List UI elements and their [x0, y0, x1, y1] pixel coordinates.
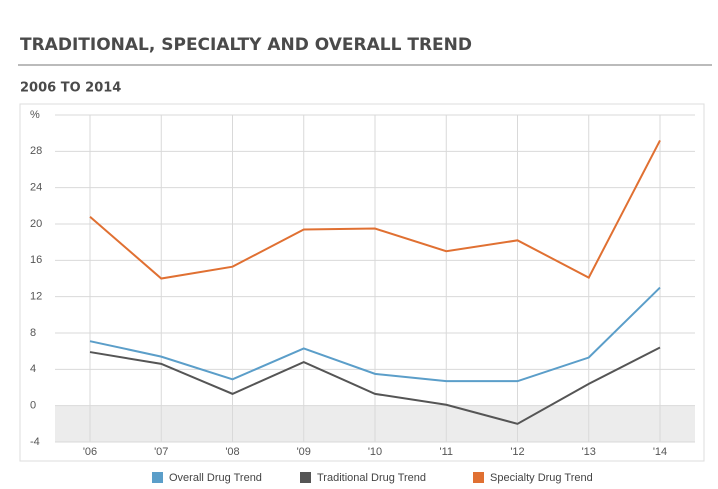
legend-label: Overall Drug Trend — [169, 472, 262, 484]
y-tick-label: 8 — [30, 327, 36, 339]
y-tick-label: 20 — [30, 218, 42, 230]
y-tick-label: % — [30, 109, 40, 121]
series-line — [89, 286, 661, 383]
x-tick-label: '07 — [154, 446, 168, 458]
x-tick-label: '14 — [653, 446, 667, 458]
series-line — [89, 346, 661, 425]
x-tick-label: '12 — [510, 446, 524, 458]
legend-swatch — [152, 472, 163, 483]
y-tick-label: 24 — [30, 182, 42, 194]
x-tick-label: '08 — [225, 446, 239, 458]
chart-subtitle: 2006 TO 2014 — [20, 81, 121, 96]
y-tick-label: 28 — [30, 145, 42, 157]
y-tick-label: 4 — [30, 363, 36, 375]
y-tick-label: -4 — [30, 436, 40, 448]
chart-title: TRADITIONAL, SPECIALTY AND OVERALL TREND — [20, 35, 472, 55]
y-tick-label: 0 — [30, 400, 36, 412]
y-tick-label: 12 — [30, 291, 42, 303]
legend-swatch — [473, 472, 484, 483]
x-tick-label: '06 — [83, 446, 97, 458]
series-line — [89, 139, 661, 280]
x-tick-label: '13 — [582, 446, 596, 458]
y-tick-label: 16 — [30, 254, 42, 266]
legend-label: Traditional Drug Trend — [317, 472, 426, 484]
chart-frame — [19, 103, 705, 462]
legend-label: Specialty Drug Trend — [490, 472, 593, 484]
x-tick-label: '09 — [297, 446, 311, 458]
x-tick-label: '10 — [368, 446, 382, 458]
x-tick-label: '11 — [439, 446, 453, 458]
legend-swatch — [300, 472, 311, 483]
